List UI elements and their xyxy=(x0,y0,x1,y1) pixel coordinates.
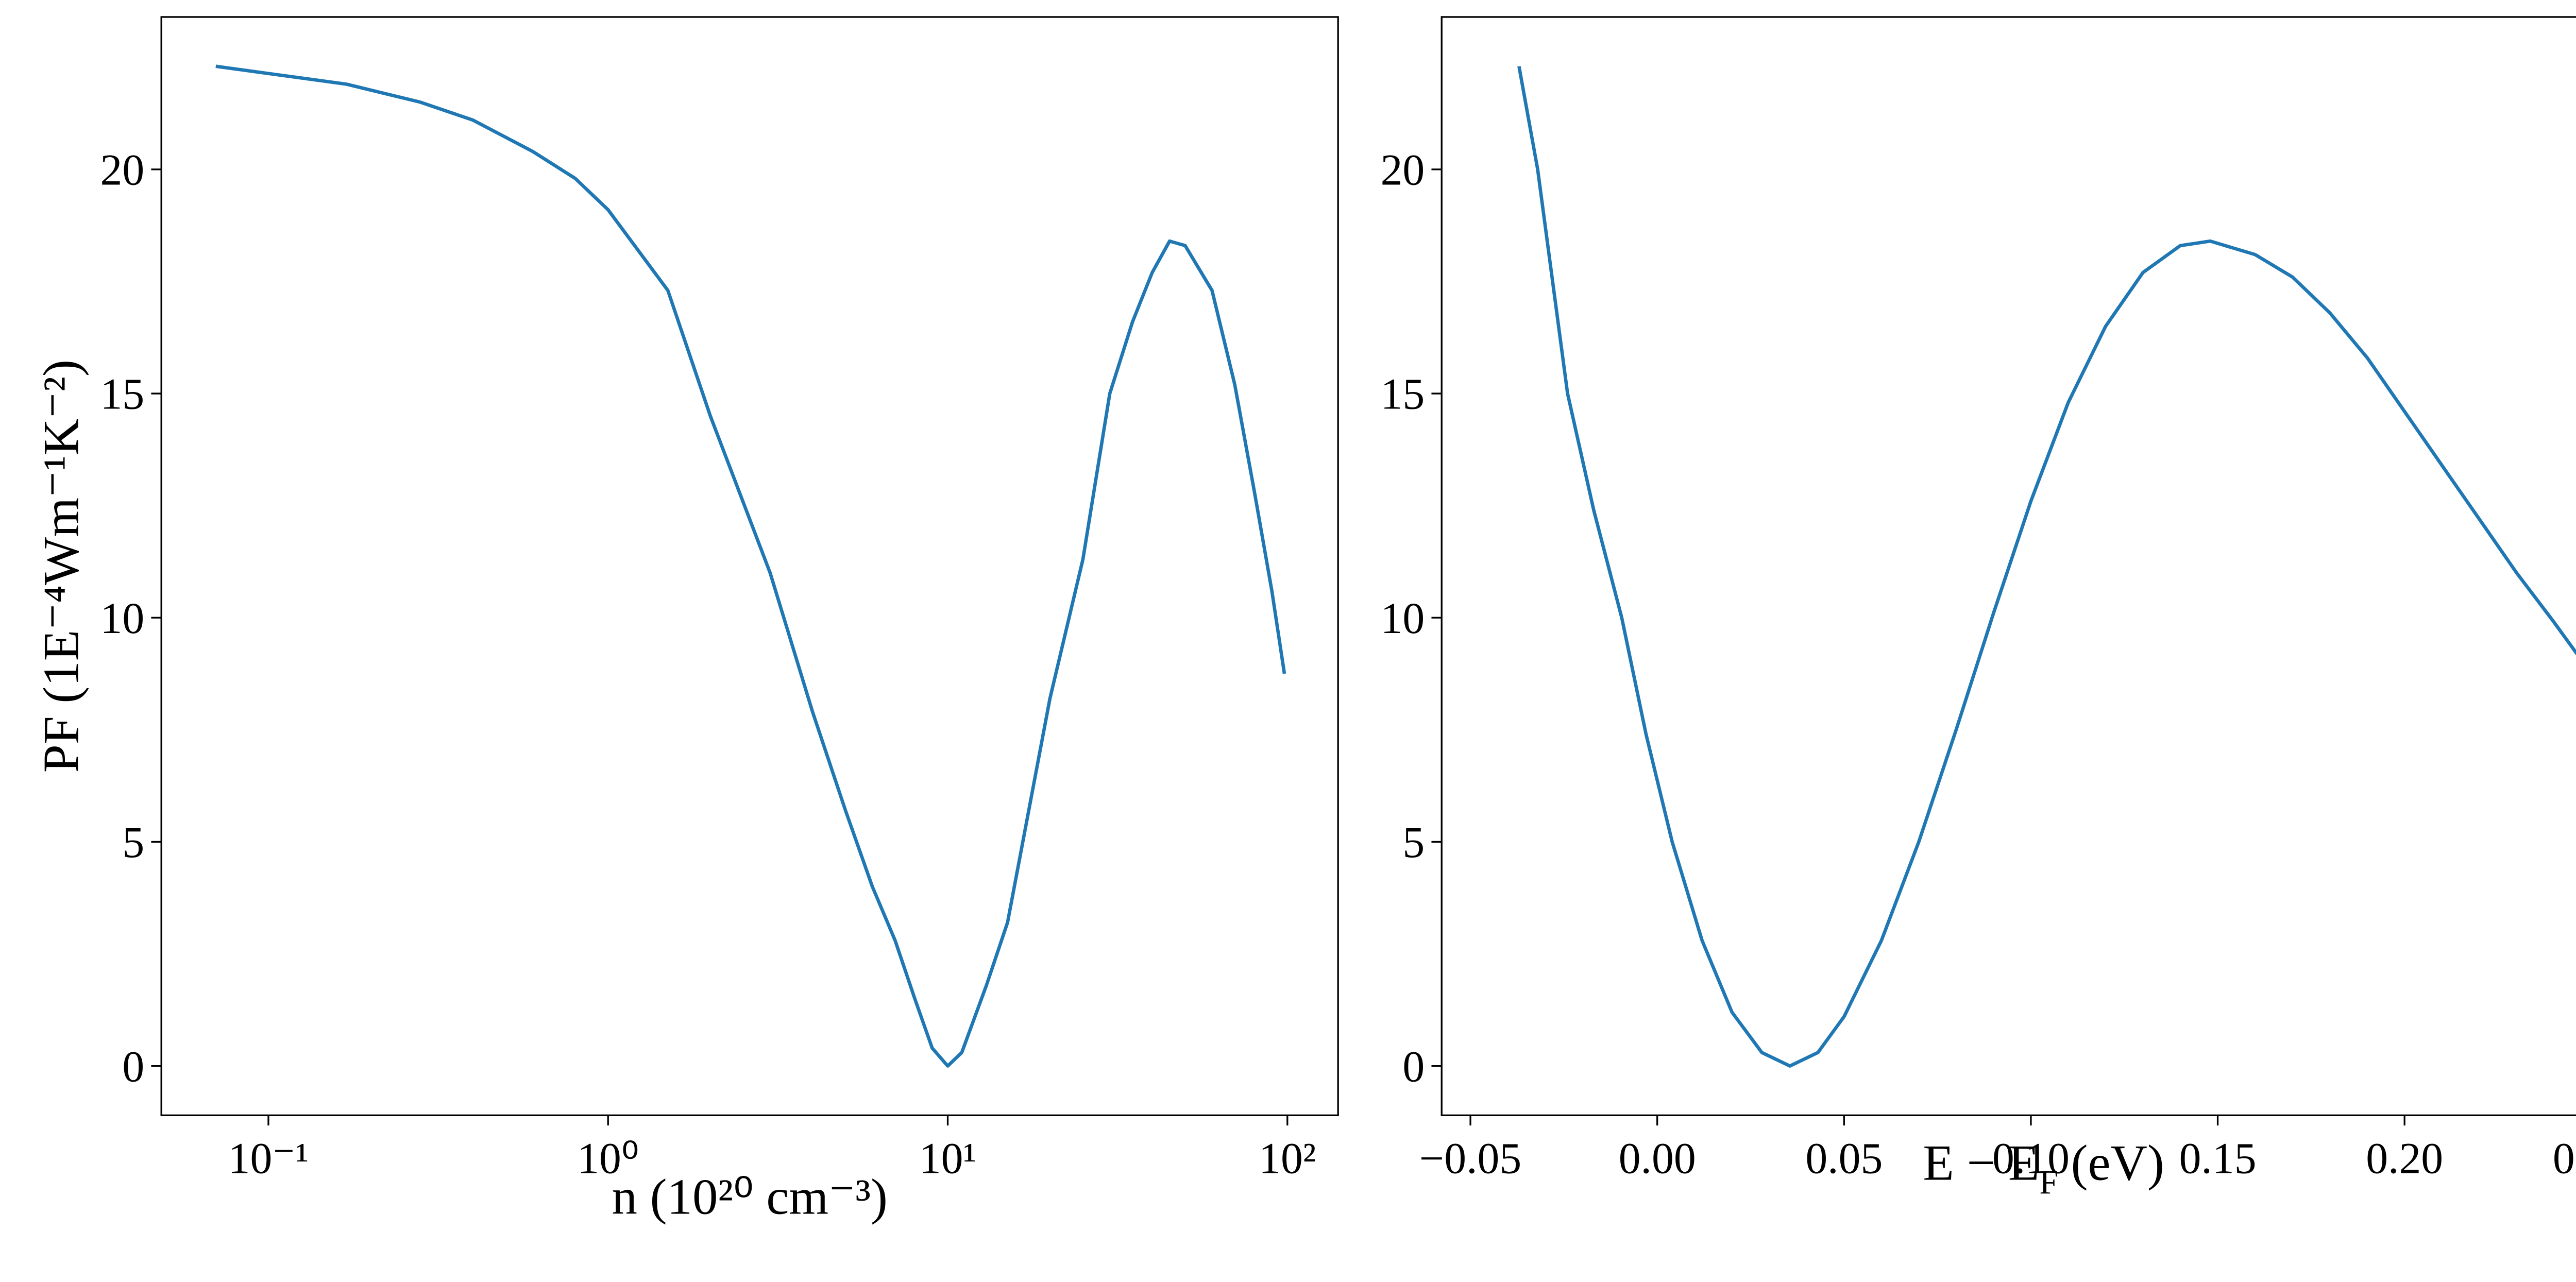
plot-frame xyxy=(160,16,1339,1116)
y-tick-label: 20 xyxy=(1381,146,1425,195)
data-line xyxy=(215,64,1286,1068)
x-axis-label: n (10²⁰ cm⁻³) xyxy=(612,1169,887,1225)
x-tick-label: 0.10 xyxy=(1992,1134,2070,1183)
y-tick-label: 0 xyxy=(122,1042,144,1091)
x-tick-label: 0.05 xyxy=(1805,1134,1883,1183)
x-axis-label-part: (eV) xyxy=(2058,1135,2164,1191)
x-axis-label: E − EF (eV) xyxy=(1923,1135,2164,1201)
y-tick-label: 0 xyxy=(1402,1042,1425,1091)
x-tick-label: 0.15 xyxy=(2179,1134,2257,1183)
x-tick-label: 10⁻¹ xyxy=(228,1134,309,1183)
y-axis-label: PF (1E⁻⁴Wm⁻¹K⁻²) xyxy=(33,360,90,773)
x-tick-label: 0.20 xyxy=(2366,1134,2443,1183)
x-tick-label: 10⁰ xyxy=(577,1134,639,1183)
y-tick-label: 20 xyxy=(100,146,145,195)
y-tick-label: 5 xyxy=(122,818,144,867)
plot-frame xyxy=(1440,16,2576,1116)
y-tick-label: 10 xyxy=(1381,594,1425,643)
y-tick-label: 15 xyxy=(100,370,145,419)
x-axis-label-part: F xyxy=(2039,1164,2058,1201)
x-tick-label: 0.00 xyxy=(1619,1134,1696,1183)
subplot: 10⁻¹ 10⁰ 10¹ 10² 0 5 10 15 20 n (10²⁰ cm⁻³) PF (1E… xyxy=(33,16,1339,1225)
data-line xyxy=(1517,66,2576,1068)
subplot: −0.05 0.00 0.05 0.10 0.15 0.20 0.25 0 5 10 15 20 E −… xyxy=(1381,16,2576,1201)
x-tick-label: 0.25 xyxy=(2553,1134,2576,1183)
y-tick-label: 10 xyxy=(100,594,145,643)
x-tick-label: −0.05 xyxy=(1419,1134,1521,1183)
y-tick-label: 15 xyxy=(1381,370,1425,419)
x-tick-label: 10² xyxy=(1259,1134,1316,1183)
x-axis-label-part: E − E xyxy=(1923,1135,2039,1191)
x-tick-label: 10¹ xyxy=(919,1134,976,1183)
y-tick-label: 5 xyxy=(1402,818,1425,867)
